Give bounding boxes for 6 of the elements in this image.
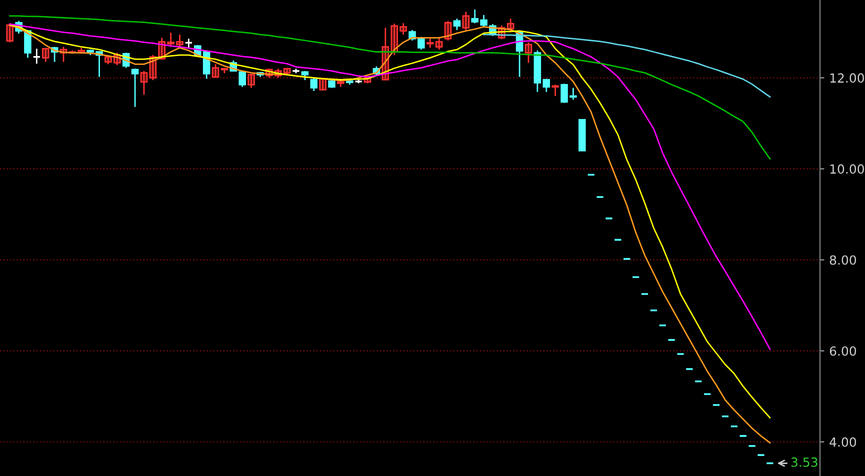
text: 3.53 [791, 457, 818, 467]
y-tick-label: 12.00 [830, 73, 864, 83]
y-tick-label: 10.00 [830, 164, 864, 174]
y-tick-label: 4.00 [830, 437, 856, 447]
y-tick-label: 6.00 [830, 346, 856, 356]
y-tick-label: 8.00 [830, 255, 856, 265]
